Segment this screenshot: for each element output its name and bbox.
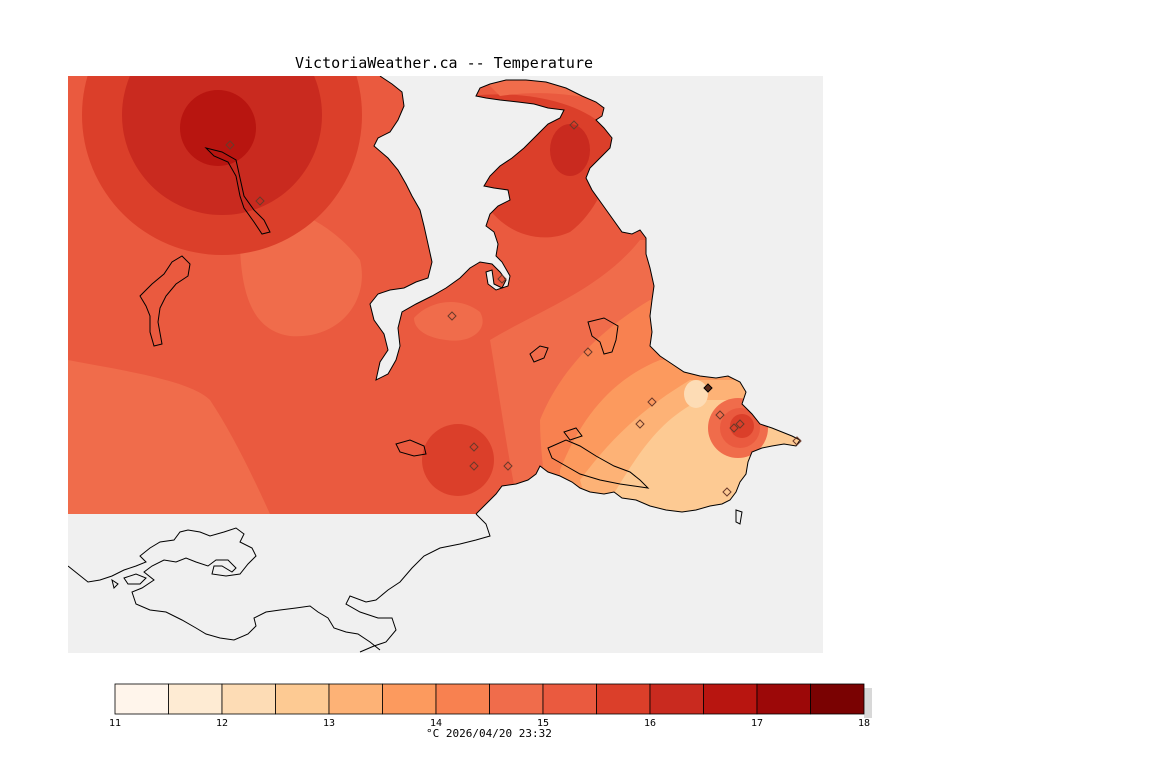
legend-tick-label: 17 bbox=[751, 718, 763, 729]
coastline bbox=[68, 76, 801, 653]
station-marker bbox=[469, 461, 479, 471]
station-marker bbox=[735, 419, 745, 429]
legend-swatch bbox=[756, 683, 811, 715]
station-marker bbox=[583, 347, 593, 357]
color-legend: 11 12 13 14 15 16 17 18 bbox=[109, 683, 872, 729]
station-markers bbox=[225, 120, 802, 497]
legend-swatch bbox=[596, 683, 651, 715]
legend-swatch bbox=[382, 683, 437, 715]
station-marker bbox=[635, 419, 645, 429]
station-marker bbox=[647, 397, 657, 407]
station-marker bbox=[722, 487, 732, 497]
map-title: VictoriaWeather.ca -- Temperature bbox=[295, 54, 594, 72]
legend-swatch bbox=[275, 683, 330, 715]
legend-tick-label: 18 bbox=[858, 718, 870, 729]
station-marker bbox=[792, 436, 802, 446]
legend-swatch bbox=[542, 683, 597, 715]
legend-tick-label: 16 bbox=[644, 718, 656, 729]
units-timestamp: °C 2026/04/20 23:32 bbox=[426, 727, 552, 740]
station-marker bbox=[255, 196, 265, 206]
legend-swatch bbox=[435, 683, 490, 715]
legend-tick-label: 14 bbox=[430, 718, 442, 729]
station-marker bbox=[503, 461, 513, 471]
legend-tick-label: 13 bbox=[323, 718, 335, 729]
legend-swatch bbox=[703, 683, 758, 715]
legend-swatch bbox=[114, 683, 169, 715]
legend-swatch bbox=[328, 683, 383, 715]
legend-swatch bbox=[489, 683, 544, 715]
legend-tick-label: 12 bbox=[216, 718, 228, 729]
station-marker bbox=[703, 383, 713, 393]
legend-swatch bbox=[168, 683, 223, 715]
station-marker bbox=[497, 274, 507, 284]
legend-swatch bbox=[649, 683, 704, 715]
station-marker bbox=[715, 410, 725, 420]
station-marker bbox=[729, 423, 739, 433]
legend-swatch bbox=[221, 683, 276, 715]
station-marker bbox=[225, 140, 235, 150]
legend-tick-label: 11 bbox=[109, 718, 121, 729]
station-marker bbox=[469, 442, 479, 452]
legend-shadow bbox=[864, 688, 872, 718]
legend-swatch bbox=[810, 683, 865, 715]
station-marker bbox=[569, 120, 579, 130]
station-marker bbox=[447, 311, 457, 321]
legend-tick-label: 15 bbox=[537, 718, 549, 729]
